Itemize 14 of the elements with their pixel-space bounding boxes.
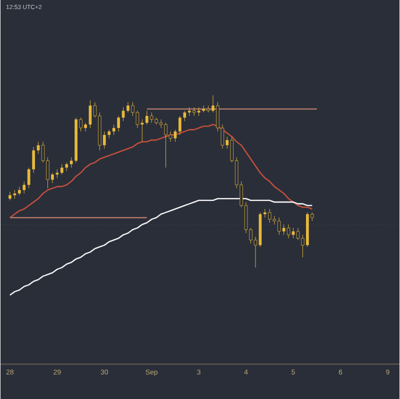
- candlestick: [36, 142, 40, 154]
- candlestick: [60, 164, 64, 175]
- candlestick: [32, 146, 35, 174]
- candlestick: [178, 116, 182, 136]
- candlestick: [22, 181, 26, 194]
- candlestick: [117, 116, 120, 132]
- candlestick: [70, 157, 73, 168]
- candlestick: [286, 224, 290, 239]
- candlestick: [8, 191, 12, 201]
- candlestick: [112, 124, 116, 136]
- candlestick: [27, 167, 30, 189]
- candlestick: [122, 107, 125, 122]
- candlestick: [183, 110, 186, 122]
- candlestick: [174, 129, 177, 142]
